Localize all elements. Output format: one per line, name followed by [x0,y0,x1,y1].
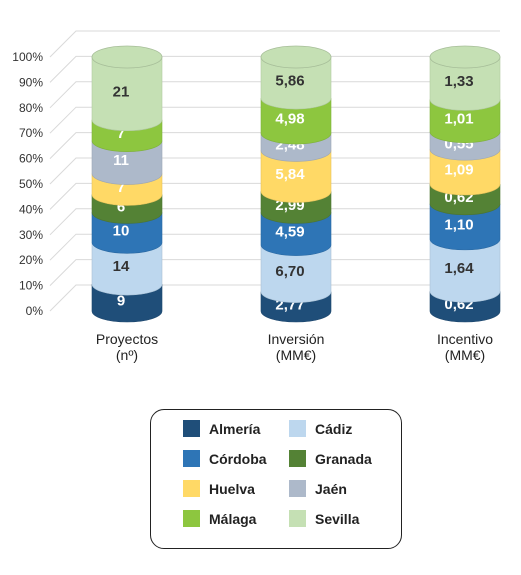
data-label: 4,98 [275,111,304,128]
y-tick-label: 30% [19,228,43,242]
legend-label: Huelva [209,480,255,497]
data-label: 7 [117,179,125,196]
cylinders: 9141067117212,776,704,592,995,842,484,98… [91,45,501,323]
gridline [49,132,500,159]
gridline [49,182,500,210]
category-label: Proyectos [96,331,158,347]
data-label: 6 [117,198,125,215]
y-tick-label: 10% [19,279,43,293]
gridline [49,208,500,236]
legend-label: Jaén [315,480,347,497]
legend-item: Huelva [183,480,255,497]
data-label: 4,59 [275,223,304,240]
category-unit-label: (nº) [116,347,138,363]
category-label: Incentivo [437,331,493,347]
y-axis-ticks: 0% 10% 20% 30% 40% 50% 60% 70% 80% 90% 100% [12,50,43,318]
data-label: 1,10 [444,216,473,233]
legend-swatch [183,510,200,527]
legend-label: Sevilla [315,510,360,527]
legend-swatch [289,450,306,467]
stacked-cylinder-chart: 0% 10% 20% 30% 40% 50% 60% 70% 80% 90% 100% 9 14 10 6… [12,30,501,363]
cylinder-3: 0,621,641,100,621,090,551,011,33 [429,45,501,323]
category-unit-label: (MM€) [276,347,316,363]
y-tick-label: 100% [12,50,43,64]
category-labels: Proyectos(nº)Inversión(MM€)Incentivo(MM€… [96,331,493,363]
data-label: 11 [113,152,129,169]
cylinder-top [429,45,501,69]
legend-label: Granada [315,450,372,467]
legend: Almería Cádiz Córdoba Granada Huelva Jaén Mála… [150,409,402,549]
data-label: 1,33 [444,73,473,90]
cylinder-top [260,45,332,69]
data-label: 5,86 [275,73,304,90]
legend-swatch [289,480,306,497]
y-tick-label: 40% [19,202,43,216]
gridline [49,259,500,286]
y-tick-label: 0% [26,304,44,318]
data-label: 7 [117,125,125,142]
gridline [49,233,500,261]
category-label: Inversión [268,331,325,347]
legend-item: Almería [183,420,260,437]
legend-item: Córdoba [183,450,267,467]
legend-label: Cádiz [315,420,353,437]
legend-swatch [289,420,306,437]
legend-swatch [183,450,200,467]
legend-label: Córdoba [209,450,267,467]
gridline [49,284,500,312]
legend-label: Málaga [209,510,257,527]
y-tick-label: 80% [19,101,43,115]
legend-swatch [289,510,306,527]
legend-item: Jaén [289,480,347,497]
data-label: 6,70 [275,263,304,280]
data-label: 10 [113,222,130,239]
legend-item: Granada [289,450,372,467]
gridline [49,106,500,134]
y-tick-label: 50% [19,177,43,191]
data-label: 1,01 [444,111,473,128]
gridline [49,30,500,58]
cylinder-top [91,45,163,69]
legend-item: Cádiz [289,420,352,437]
data-label: 5,84 [275,166,305,183]
category-unit-label: (MM€) [445,347,485,363]
legend-label: Almería [209,420,261,437]
data-label: 14 [113,258,130,275]
gridline [49,55,500,83]
legend-item: Sevilla [289,510,359,527]
legend-swatch [183,480,200,497]
gridline [49,81,500,109]
data-label: 9 [117,293,125,310]
data-label: 1,64 [444,260,474,277]
legend-swatch [183,420,200,437]
cylinder-2: 2,776,704,592,995,842,484,985,86 [260,45,332,323]
y-tick-label: 60% [19,152,43,166]
legend-item: Málaga [183,510,256,527]
data-label: 21 [113,83,130,100]
data-label: 1,09 [444,162,473,179]
y-tick-label: 70% [19,126,43,140]
gridline [49,157,500,185]
cylinder-1: 9 14 10 6 7 11 7 21 [91,45,163,323]
gridlines [49,30,500,312]
y-tick-label: 90% [19,75,43,89]
y-tick-label: 20% [19,253,43,267]
